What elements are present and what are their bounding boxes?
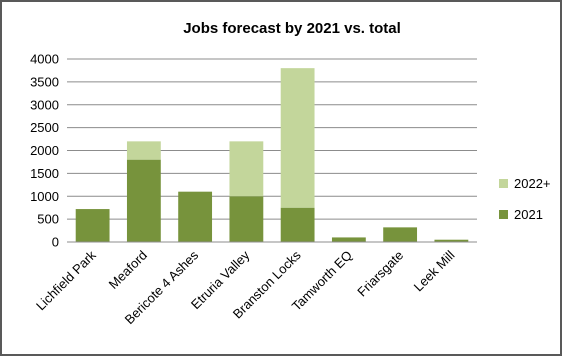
x-tick-label: Leek Mill [411, 247, 458, 294]
legend-swatch [499, 210, 508, 219]
legend-label: 2021 [514, 207, 543, 222]
bar-2022-3 [229, 141, 264, 197]
bars-layer [75, 68, 469, 242]
bar-2021-7 [434, 239, 469, 242]
bar-2021-4 [280, 207, 315, 242]
y-tick-label: 2000 [30, 143, 59, 158]
legend-swatch [499, 179, 508, 188]
y-tick-label: 2500 [30, 120, 59, 135]
chart-title: Jobs forecast by 2021 vs. total [183, 20, 401, 37]
y-tick-label: 0 [52, 235, 59, 250]
x-tick-label: Meaford [106, 248, 150, 292]
y-tick-label: 3000 [30, 97, 59, 112]
bar-2021-3 [229, 196, 264, 242]
x-tick-label: Lichfield Park [33, 247, 99, 313]
y-tick-label: 500 [37, 212, 59, 227]
bar-2021-2 [178, 191, 213, 242]
bar-2021-6 [383, 227, 418, 242]
bar-2022-4 [280, 68, 315, 208]
y-tick-label: 3500 [30, 74, 59, 89]
x-tick-label: Friarsgate [354, 248, 406, 300]
bar-2021-0 [75, 209, 110, 242]
legend-label: 2022+ [514, 176, 551, 191]
bar-2022-1 [126, 141, 161, 160]
bar-2021-5 [331, 237, 366, 242]
bar-2021-1 [126, 159, 161, 242]
legend: 2022+ 2021 [499, 176, 551, 222]
y-tick-label: 4000 [30, 52, 59, 67]
y-tick-label: 1500 [30, 166, 59, 181]
y-tick-label: 1000 [30, 189, 59, 204]
